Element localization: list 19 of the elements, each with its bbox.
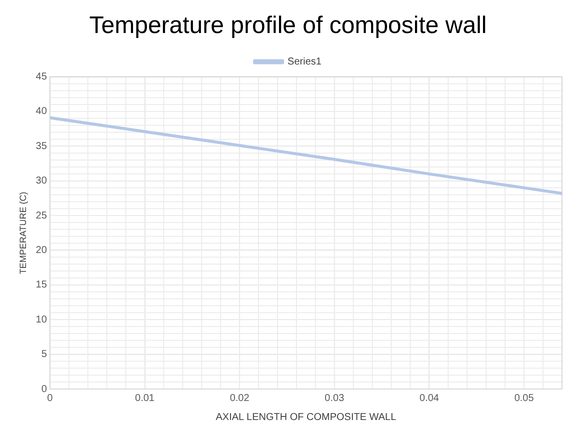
x-tick-label: 0.01	[135, 392, 155, 404]
y-tick-label: 20	[36, 244, 48, 256]
x-tick-label: 0.04	[420, 392, 440, 404]
y-tick-label: 30	[36, 176, 48, 187]
y-tick-label: 35	[36, 140, 48, 152]
y-tick-label: 25	[36, 210, 48, 222]
y-tick-label: 10	[36, 314, 48, 326]
legend-label: Series1	[288, 56, 322, 68]
x-tick-label: 0.03	[324, 392, 345, 404]
chart-title: Temperature profile of composite wall	[89, 12, 487, 40]
y-axis-title: TEMPERATURE (C)	[18, 192, 28, 274]
y-tick-label: 0	[41, 384, 48, 395]
y-tick-label: 15	[36, 280, 48, 291]
y-tick-label: 40	[36, 106, 48, 118]
x-axis-title: AXIAL LENGTH OF COMPOSITE WALL	[216, 412, 397, 423]
y-tick-label: 45	[36, 72, 48, 83]
x-tick-label: 0.02	[230, 392, 250, 404]
x-tick-label: 0.05	[514, 392, 534, 404]
y-tick-label: 5	[41, 349, 48, 360]
